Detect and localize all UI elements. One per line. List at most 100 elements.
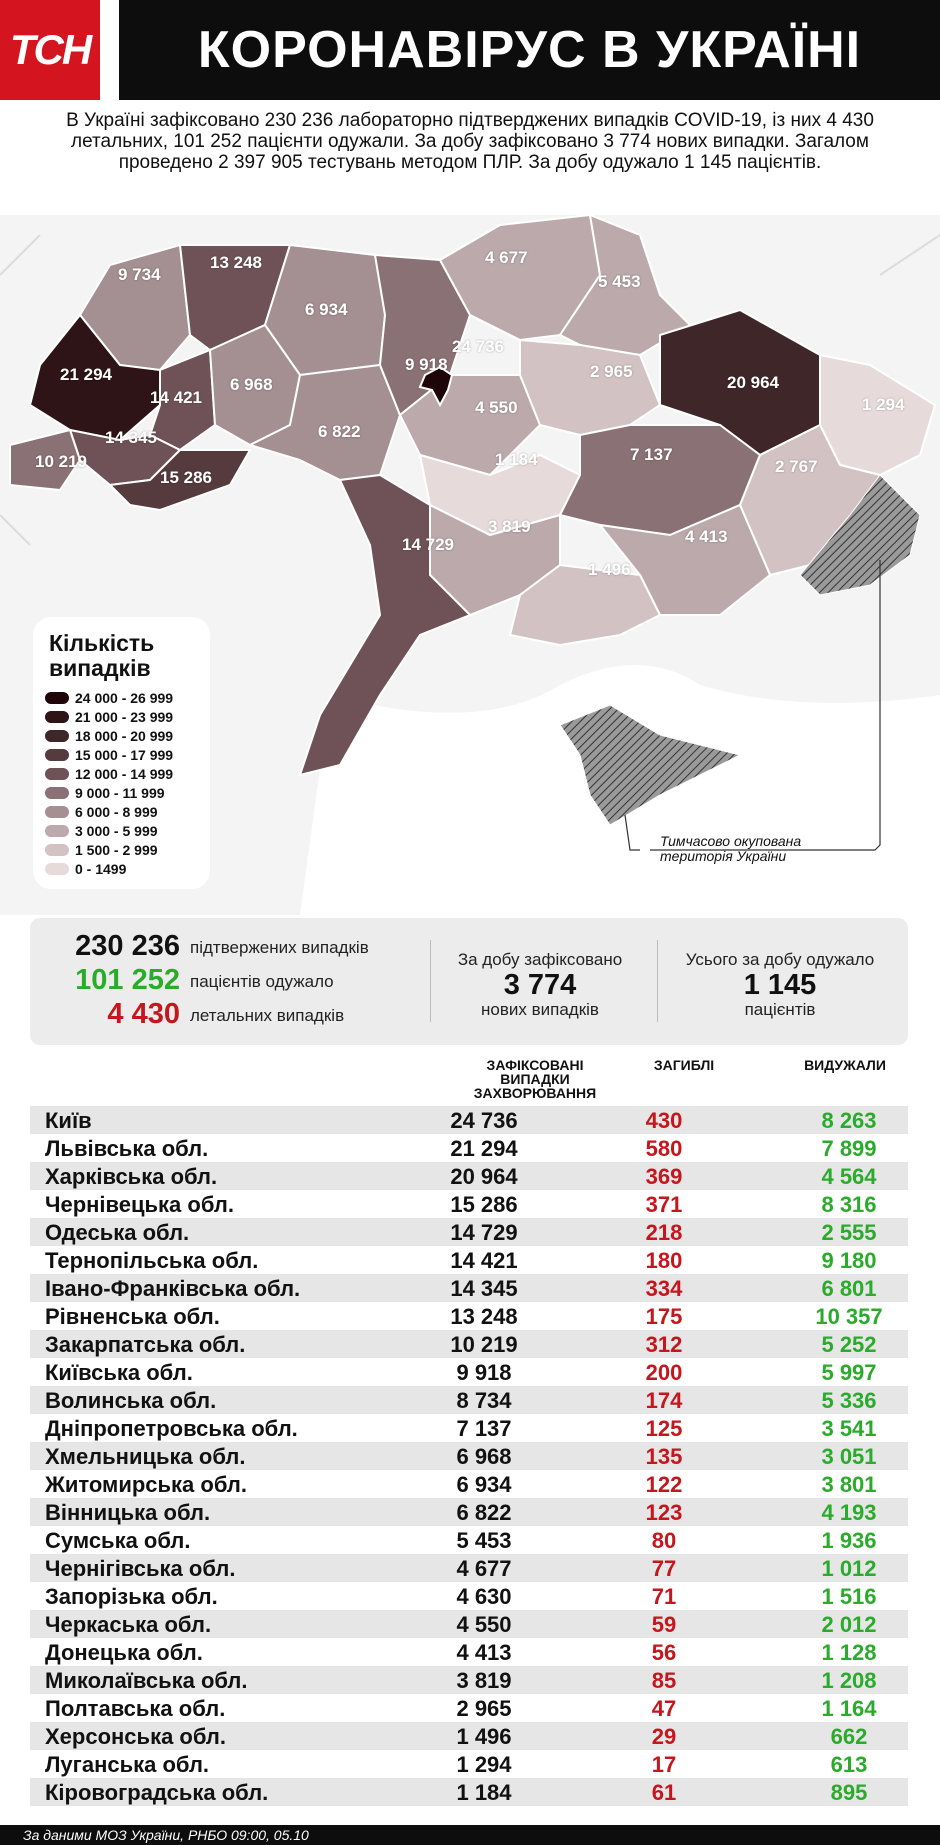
deaths-value: 175 xyxy=(645,1304,683,1329)
cases-value: 6 968 xyxy=(456,1444,512,1469)
legend-item-label: 21 000 - 23 999 xyxy=(75,709,174,725)
map-label: 3 819 xyxy=(488,517,531,536)
table-row: Харківська обл. 20 964 369 4 564 xyxy=(30,1162,908,1190)
table-row: Івано-Франківська обл. 14 345 334 6 801 xyxy=(30,1274,908,1302)
table-row: Миколаївська обл. 3 819 85 1 208 xyxy=(30,1666,908,1694)
legend-item-label: 24 000 - 26 999 xyxy=(75,690,174,706)
region-luhansk xyxy=(819,353,937,477)
cases-value: 4 630 xyxy=(456,1584,512,1609)
recovered-value: 10 357 xyxy=(815,1304,883,1329)
day-recovered-box: Усього за добу одужало 1 145 пацієнтів xyxy=(660,950,900,1020)
page-title: КОРОНАВІРУС В УКРАЇНІ xyxy=(119,0,940,100)
recovered-value: 3 541 xyxy=(821,1416,877,1441)
region-name: Вінницька обл. xyxy=(45,1500,211,1525)
cases-value: 6 822 xyxy=(456,1500,512,1525)
day-new-label: нових випадків xyxy=(481,1000,599,1019)
recovered-value: 3 801 xyxy=(821,1472,877,1497)
map-label: 1 294 xyxy=(862,395,905,414)
table-row: Київська обл. 9 918 200 5 997 xyxy=(30,1358,908,1386)
map-label: 4 413 xyxy=(685,527,728,546)
recovered-value: 7 899 xyxy=(821,1136,877,1161)
table-row: Херсонська обл. 1 496 29 662 xyxy=(30,1722,908,1750)
cases-value: 4 550 xyxy=(456,1612,512,1637)
region-name: Луганська обл. xyxy=(45,1752,210,1777)
table-row: Запорізька обл. 4 630 71 1 516 xyxy=(30,1582,908,1610)
recovered-value: 5 997 xyxy=(821,1360,877,1385)
recovered-count: 101 252 xyxy=(75,964,180,996)
recovered-value: 4 193 xyxy=(821,1500,877,1525)
table-row: Черкаська обл. 4 550 59 2 012 xyxy=(30,1610,908,1638)
recovered-value: 5 252 xyxy=(821,1332,877,1357)
region-name: Чернівецька обл. xyxy=(45,1192,234,1217)
region-name: Львівська обл. xyxy=(45,1136,209,1161)
col-header-recovered: ВИДУЖАЛИ xyxy=(804,1057,886,1073)
day-recovered-label: пацієнтів xyxy=(744,1000,816,1019)
table-row: Волинська обл. 8 734 174 5 336 xyxy=(30,1386,908,1414)
legend-item: 24 000 - 26 999 xyxy=(45,689,173,707)
region-name: Хмельницька обл. xyxy=(45,1444,246,1469)
region-name: Тернопільська обл. xyxy=(45,1248,259,1273)
footer-source: За даними МОЗ України, РНБО 09:00, 05.10 xyxy=(0,1825,940,1845)
table-row: Сумська обл. 5 453 80 1 936 xyxy=(30,1526,908,1554)
day-recovered-count: 1 145 xyxy=(743,969,817,1001)
confirmed-count: 230 236 xyxy=(75,930,180,962)
deaths-value: 334 xyxy=(645,1276,683,1301)
legend-swatch xyxy=(45,787,69,799)
region-name: Київ xyxy=(45,1108,92,1133)
deaths-value: 47 xyxy=(651,1696,677,1721)
legend-item-label: 9 000 - 11 999 xyxy=(75,785,165,801)
intro-text: В Україні зафіксовано 230 236 лабораторн… xyxy=(66,110,874,173)
day-new-count: 3 774 xyxy=(503,969,577,1001)
deaths-value: 174 xyxy=(645,1388,683,1413)
divider xyxy=(657,940,658,1022)
legend-swatch xyxy=(45,749,69,761)
deaths-value: 430 xyxy=(645,1108,683,1133)
legend-item: 18 000 - 20 999 xyxy=(45,727,173,745)
deaths-value: 180 xyxy=(645,1248,683,1273)
region-name: Чернігівська обл. xyxy=(45,1556,236,1581)
cases-value: 1 496 xyxy=(456,1724,512,1749)
deaths-value: 312 xyxy=(645,1332,683,1357)
deaths-value: 122 xyxy=(645,1472,683,1497)
region-name: Черкаська обл. xyxy=(45,1612,212,1637)
cases-value: 1 184 xyxy=(456,1780,512,1805)
map-label: 7 137 xyxy=(630,445,673,464)
region-odesa xyxy=(298,473,472,777)
map-label: 9 734 xyxy=(118,265,161,284)
table-row: Полтавська обл. 2 965 47 1 164 xyxy=(30,1694,908,1722)
region-name: Полтавська обл. xyxy=(45,1696,226,1721)
tsn-logo: ТСН xyxy=(0,0,100,100)
cases-value: 21 294 xyxy=(450,1136,518,1161)
recovered-value: 1 128 xyxy=(821,1640,877,1665)
map-label: 20 964 xyxy=(727,373,779,392)
region-name: Івано-Франківська обл. xyxy=(45,1276,301,1301)
cases-value: 14 729 xyxy=(450,1220,518,1245)
legend-item: 0 - 1499 xyxy=(45,860,126,878)
map-label: 1 496 xyxy=(588,560,631,579)
table-row: Київ 24 736 430 8 263 xyxy=(30,1106,908,1134)
cases-value: 14 421 xyxy=(450,1248,518,1273)
cases-value: 2 965 xyxy=(456,1696,512,1721)
legend-item: 21 000 - 23 999 xyxy=(45,708,173,726)
kyiv-city xyxy=(418,365,454,408)
table-row: Львівська обл. 21 294 580 7 899 xyxy=(30,1134,908,1162)
region-name: Рівненська обл. xyxy=(45,1304,220,1329)
table-row: Житомирська обл. 6 934 122 3 801 xyxy=(30,1470,908,1498)
deaths-value: 29 xyxy=(651,1724,677,1749)
table-row: Донецька обл. 4 413 56 1 128 xyxy=(30,1638,908,1666)
map-label: 10 219 xyxy=(35,452,87,471)
cases-value: 6 934 xyxy=(456,1472,512,1497)
map-label: 15 286 xyxy=(160,468,212,487)
deaths-value: 580 xyxy=(645,1136,683,1161)
table-row: Вінницька обл. 6 822 123 4 193 xyxy=(30,1498,908,1526)
deaths-value: 17 xyxy=(651,1752,677,1777)
recovered-value: 8 316 xyxy=(821,1192,877,1217)
legend-item-label: 6 000 - 8 999 xyxy=(75,804,158,820)
map-label: 14 421 xyxy=(150,388,202,407)
recovered-value: 8 263 xyxy=(821,1108,877,1133)
region-name: Донецька обл. xyxy=(45,1640,203,1665)
legend-item: 6 000 - 8 999 xyxy=(45,803,158,821)
cases-value: 14 345 xyxy=(450,1276,518,1301)
deaths-value: 59 xyxy=(651,1612,677,1637)
legend-item-label: 3 000 - 5 999 xyxy=(75,823,158,839)
